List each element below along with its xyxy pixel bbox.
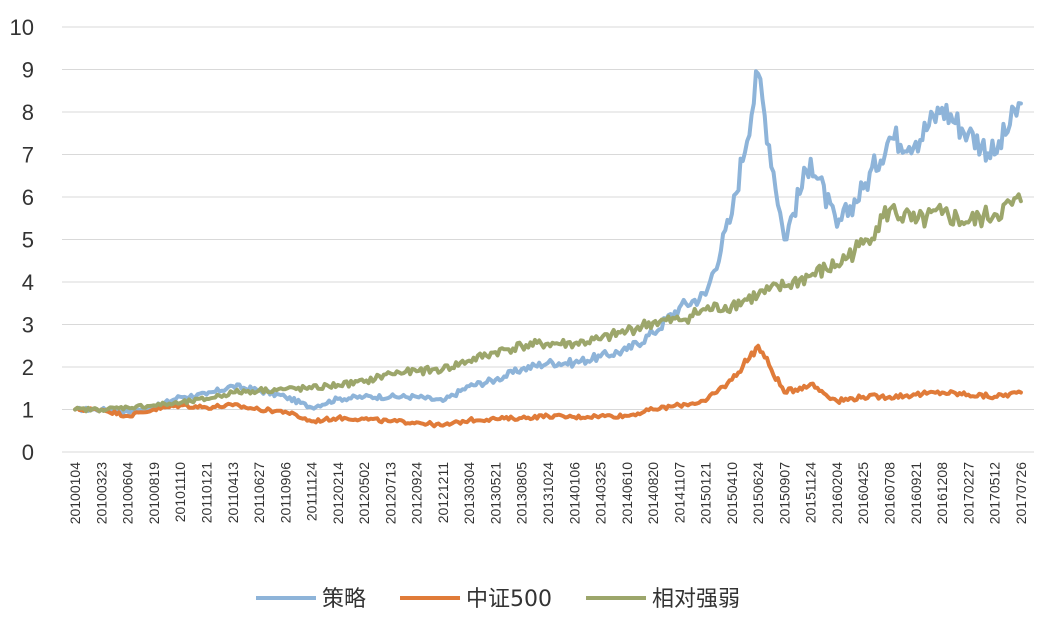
y-tick-label: 1 [22, 398, 34, 423]
series-lines [73, 69, 1023, 429]
x-tick-label: 20150121 [698, 462, 714, 525]
x-tick-label: 20131024 [540, 462, 556, 525]
x-axis-ticks: 20100104 20100323 20100604 20100819 20101110… [67, 462, 1029, 525]
x-tick-label: 20130521 [487, 462, 503, 525]
x-tick-label: 20111124 [304, 462, 320, 521]
x-tick-label: 20151124 [803, 462, 819, 523]
x-tick-label: 20150907 [776, 462, 792, 525]
grid-lines [62, 26, 1034, 453]
legend-label: 相对强弱 [652, 587, 740, 612]
legend-label: 策略 [322, 587, 366, 612]
x-tick-label: 20150624 [750, 462, 766, 525]
x-tick-label: 20101110 [172, 462, 188, 522]
x-tick-label: 20140610 [619, 462, 635, 525]
x-tick-label: 20161208 [934, 462, 950, 525]
y-tick-label: 10 [10, 15, 34, 40]
x-tick-label: 20170512 [987, 462, 1003, 525]
x-tick-label: 20120502 [356, 462, 372, 525]
series-line-1 [73, 69, 1023, 416]
x-tick-label: 20121211 [435, 462, 451, 523]
x-tick-label: 20100104 [67, 462, 83, 525]
x-tick-label: 20160708 [882, 462, 898, 525]
series-line-2 [73, 343, 1023, 429]
x-tick-label: 20110413 [225, 462, 241, 523]
x-tick-label: 20160425 [855, 462, 871, 525]
y-tick-label: 2 [22, 355, 34, 380]
x-tick-label: 20150410 [724, 462, 740, 525]
x-tick-label: 20110627 [251, 462, 267, 523]
x-tick-label: 20100604 [120, 462, 136, 525]
x-tick-label: 20120924 [409, 462, 425, 525]
y-tick-label: 4 [22, 270, 34, 295]
x-tick-label: 20110906 [277, 462, 293, 523]
x-tick-label: 20130805 [514, 462, 530, 525]
x-tick-label: 20100819 [146, 462, 162, 525]
y-tick-label: 8 [22, 100, 34, 125]
x-tick-label: 20170726 [1013, 462, 1029, 525]
y-tick-label: 7 [22, 143, 34, 168]
x-tick-label: 20100323 [93, 462, 109, 525]
x-tick-label: 20160204 [829, 462, 845, 525]
y-tick-label: 3 [22, 313, 34, 338]
legend: 策略 中证500 相对强弱 [256, 587, 740, 612]
x-tick-label: 20140325 [593, 462, 609, 525]
series-line-3 [73, 192, 1023, 414]
x-tick-label: 20160921 [908, 462, 924, 525]
y-tick-label: 6 [22, 185, 34, 210]
x-tick-label: 20110121 [198, 462, 214, 523]
y-axis-ticks: 0 1 2 3 4 5 6 7 8 9 10 [10, 15, 34, 465]
x-tick-label: 20140106 [566, 462, 582, 525]
x-tick-label: 20130304 [461, 462, 477, 525]
x-tick-label: 20140820 [645, 462, 661, 525]
y-tick-label: 0 [22, 440, 34, 465]
legend-label: 中证500 [466, 587, 552, 612]
x-tick-label: 20120713 [382, 462, 398, 525]
x-tick-label: 20141107 [671, 462, 687, 523]
x-tick-label: 20170227 [960, 462, 976, 525]
y-tick-label: 5 [22, 228, 34, 253]
x-tick-label: 20120214 [330, 462, 346, 525]
y-tick-label: 9 [22, 58, 34, 83]
